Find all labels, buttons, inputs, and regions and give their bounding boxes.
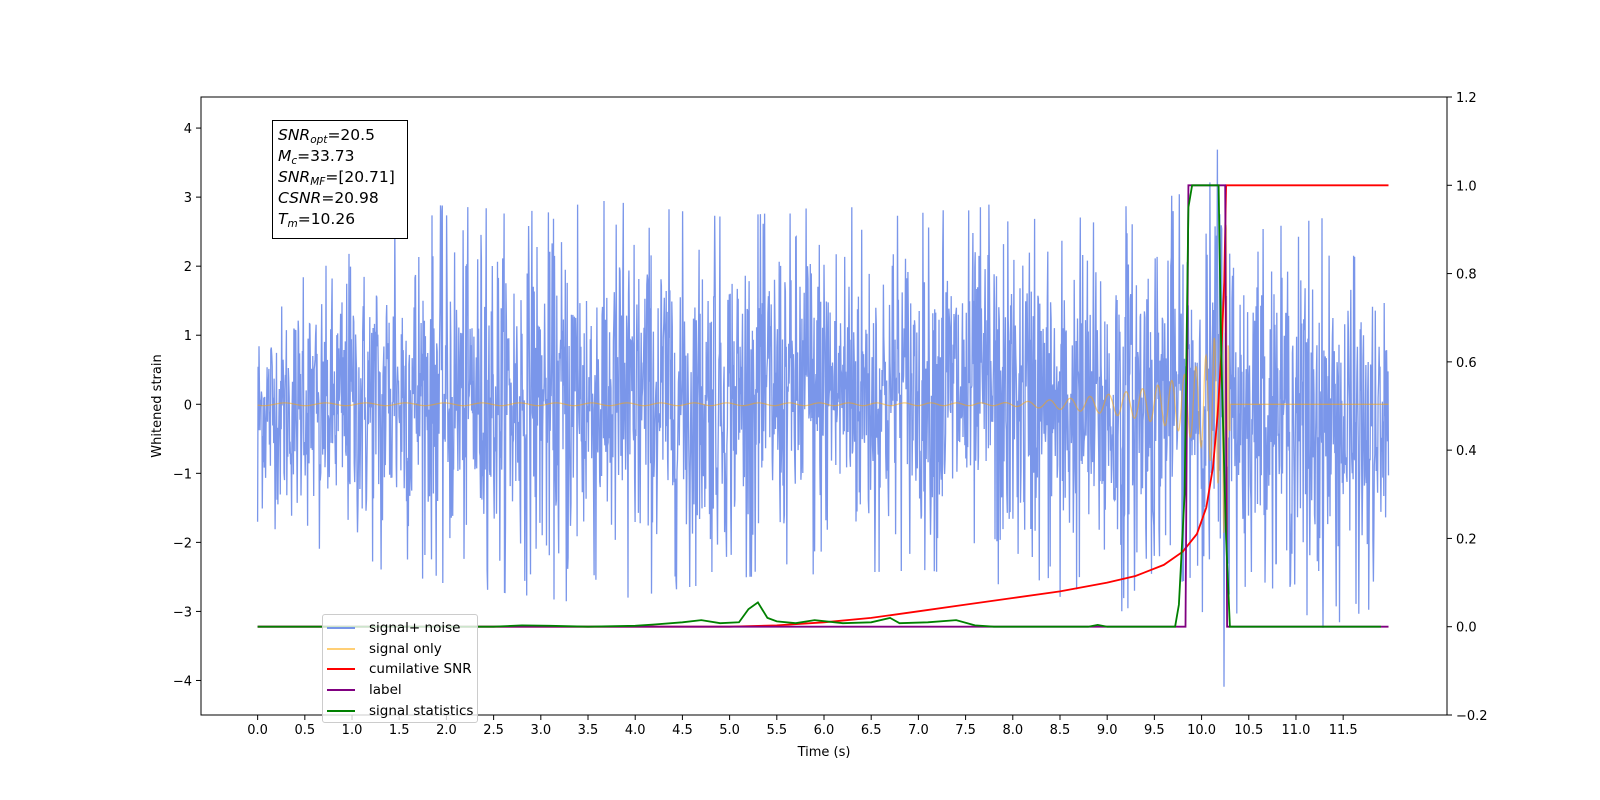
x-tick-label: 9.5 [1144,723,1165,738]
legend-item-cumulative-snr: cumilative SNR [327,659,477,680]
legend-item-signal-noise: signal+ noise [327,618,477,639]
snr-mf-line: SNRMF=[20.71] [278,168,395,188]
x-tick-label: 3.5 [578,723,599,738]
y2-tick-label: 0.2 [1456,532,1477,547]
y-tick-label: −2 [173,536,192,551]
x-tick-label: 5.5 [766,723,787,738]
x-tick-label: 10.0 [1187,723,1216,738]
x-tick-label: 7.5 [955,723,976,738]
y-tick-label: −1 [173,467,192,482]
y-tick-label: 2 [184,260,192,275]
legend-label: signal+ noise [369,620,461,637]
x-tick-label: 3.0 [530,723,551,738]
x-tick-label: 5.0 [719,723,740,738]
legend-item-signal-only: signal only [327,639,477,660]
y2-tick-label: 0.4 [1456,444,1477,459]
signal-only-line [257,224,1389,536]
y-tick-label: 3 [184,191,192,206]
legend-swatch [327,647,355,650]
snr-opt-value: =20.5 [327,126,375,144]
merger-time-line: Tm=10.26 [278,210,356,230]
snr-mf-value: =[20.71] [325,168,395,186]
x-tick-label: 6.5 [861,723,882,738]
legend-swatch [327,668,355,671]
x-tick-label: 1.5 [389,723,410,738]
csnr-value: =20.98 [321,189,379,207]
legend-label: signal statistics [369,702,474,719]
x-tick-label: 10.5 [1234,723,1263,738]
x-tick-label: 2.0 [436,723,457,738]
x-tick-label: 4.5 [672,723,693,738]
y-axis-label: Whitened strain [150,354,165,457]
legend-swatch [327,689,355,692]
x-tick-label: 11.0 [1281,723,1310,738]
y-tick-label: 4 [184,122,192,137]
cumulative-snr-line [257,184,1389,628]
x-tick-label: 7.0 [908,723,929,738]
x-tick-label: 1.0 [342,723,363,738]
legend-swatch [327,709,355,712]
signal-noise-line [256,149,1390,687]
x-tick-label: 2.5 [483,723,504,738]
legend-swatch [327,627,355,630]
x-tick-label: 0.5 [294,723,315,738]
y2-tick-label: −0.2 [1456,709,1488,724]
x-tick-label: 8.5 [1050,723,1071,738]
y-tick-label: 1 [184,329,192,344]
y2-tick-label: 1.0 [1456,179,1477,194]
plot-area [256,149,1390,687]
legend-label: cumilative SNR [369,661,472,678]
y2-tick-label: 0.6 [1456,356,1477,371]
y2-tick-label: 0.0 [1456,621,1477,636]
csnr-line: CSNR=20.98 [278,189,379,207]
y-tick-label: −3 [173,605,192,620]
chirp-mass-value: =33.73 [297,147,355,165]
y2-tick-label: 1.2 [1456,91,1477,106]
y2-tick-label: 0.8 [1456,268,1477,283]
legend-item-signal-statistics: signal statistics [327,700,477,721]
snr-info-box: SNRopt=20.5 Mc=33.73 SNRMF=[20.71] CSNR=… [272,120,408,239]
y-tick-label: −4 [173,674,192,689]
snr-opt-line: SNRopt=20.5 [278,126,375,146]
chirp-mass-line: Mc=33.73 [278,147,355,167]
legend-item-label: label [327,680,477,701]
legend: signal+ noise signal only cumilative SNR… [322,614,478,723]
y-tick-label: 0 [184,398,192,413]
x-tick-label: 9.0 [1097,723,1118,738]
x-tick-label: 8.0 [1002,723,1023,738]
x-axis-label: Time (s) [797,745,851,760]
signal-statistics-line [257,184,1381,628]
x-tick-label: 6.0 [814,723,835,738]
x-tick-label: 11.5 [1329,723,1358,738]
x-tick-label: 4.0 [625,723,646,738]
legend-label: label [369,682,402,699]
axes: 0.0 0.5 1.0 1.5 2.0 2.5 3.0 3.5 4.0 4.5 5.0 5.5 6.0 6… [150,91,1488,760]
legend-label: signal only [369,640,442,657]
merger-time-value: =10.26 [297,210,356,228]
x-tick-label: 0.0 [247,723,268,738]
